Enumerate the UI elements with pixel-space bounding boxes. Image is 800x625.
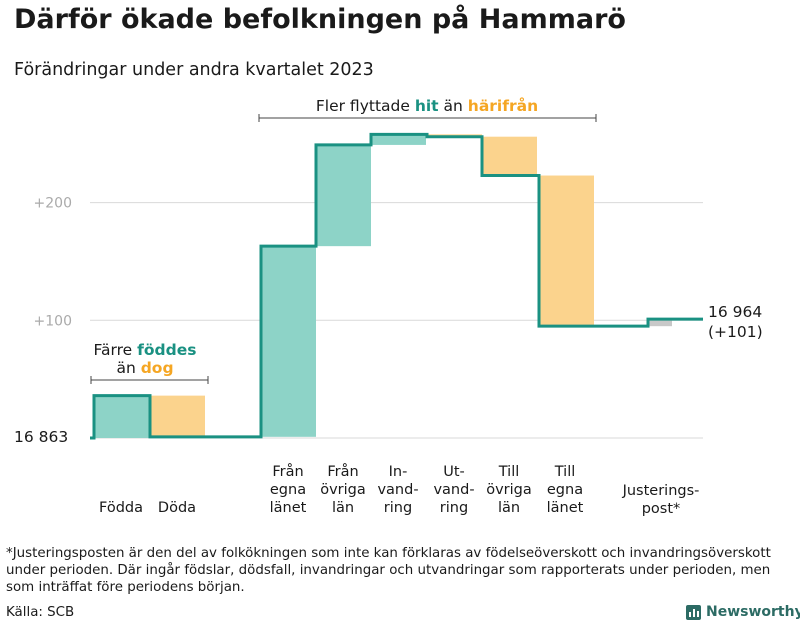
x-category-label: Till bbox=[498, 464, 520, 480]
x-category-label: egna bbox=[547, 482, 583, 498]
x-category-label: ring bbox=[440, 500, 468, 516]
footnote: *Justeringsposten är den del av folkökni… bbox=[6, 546, 771, 595]
bar bbox=[261, 246, 316, 437]
x-category-label: Ut- bbox=[443, 464, 465, 480]
bar bbox=[150, 395, 205, 437]
source-label: Källa: SCB bbox=[6, 605, 75, 620]
moves-annotation: Fler flyttade hit än härifrån bbox=[316, 96, 538, 115]
x-category-label: övriga bbox=[486, 482, 532, 498]
births-annotation-line2: än dog bbox=[116, 359, 173, 377]
x-category-label: In- bbox=[389, 464, 408, 480]
end-value-label: 16 964 bbox=[708, 303, 762, 321]
bar bbox=[482, 136, 537, 176]
x-category-label: län bbox=[498, 500, 520, 516]
x-category-label: Födda bbox=[99, 500, 143, 516]
brand-logo: Newsworthy bbox=[686, 604, 800, 620]
bar bbox=[539, 175, 594, 327]
y-tick-label: +100 bbox=[34, 313, 72, 329]
newsworthy-icon bbox=[686, 604, 701, 620]
x-category-label: länet bbox=[547, 500, 584, 516]
bar bbox=[648, 319, 672, 327]
x-category-label: vand- bbox=[433, 482, 474, 498]
bar bbox=[371, 134, 426, 145]
waterfall-chart: +100 +200 Födda Döda Från egna länet Från övriga… bbox=[14, 96, 763, 517]
cumulative-line bbox=[90, 132, 703, 440]
brand-name: Newsworthy bbox=[706, 604, 800, 620]
x-category-label: länet bbox=[270, 500, 307, 516]
bar bbox=[316, 144, 371, 247]
end-change-label: (+101) bbox=[708, 323, 763, 341]
x-category-label: län bbox=[332, 500, 354, 516]
chart-subtitle: Förändringar under andra kvartalet 2023 bbox=[14, 60, 374, 80]
chart-title: Därför ökade befolkningen på Hammarö bbox=[14, 4, 626, 35]
x-category-label: egna bbox=[270, 482, 306, 498]
x-category-label: Justerings- bbox=[622, 483, 700, 499]
x-category-label: övriga bbox=[320, 482, 366, 498]
y-tick-label: +200 bbox=[34, 196, 72, 212]
births-annotation-line1: Färre föddes bbox=[94, 341, 197, 359]
x-category-label: post* bbox=[642, 501, 681, 517]
x-category-label: Till bbox=[554, 464, 576, 480]
x-category-label: ring bbox=[384, 500, 412, 516]
x-category-label: vand- bbox=[377, 482, 418, 498]
bar bbox=[94, 395, 149, 438]
x-category-label: Från bbox=[327, 463, 358, 480]
x-category-label: Från bbox=[272, 463, 303, 480]
start-value-label: 16 863 bbox=[14, 428, 68, 446]
x-category-label: Döda bbox=[158, 500, 196, 516]
